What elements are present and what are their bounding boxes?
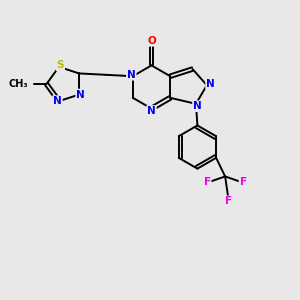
Text: N: N [206, 79, 215, 89]
Text: CH₃: CH₃ [9, 79, 28, 89]
Text: F: F [240, 177, 247, 187]
Text: F: F [204, 177, 211, 187]
Text: S: S [57, 60, 64, 70]
Text: O: O [147, 36, 156, 46]
Text: N: N [147, 106, 156, 116]
Text: N: N [127, 70, 136, 80]
Text: F: F [225, 196, 232, 206]
Text: N: N [76, 90, 85, 100]
Text: N: N [193, 101, 202, 111]
Text: N: N [53, 96, 62, 106]
